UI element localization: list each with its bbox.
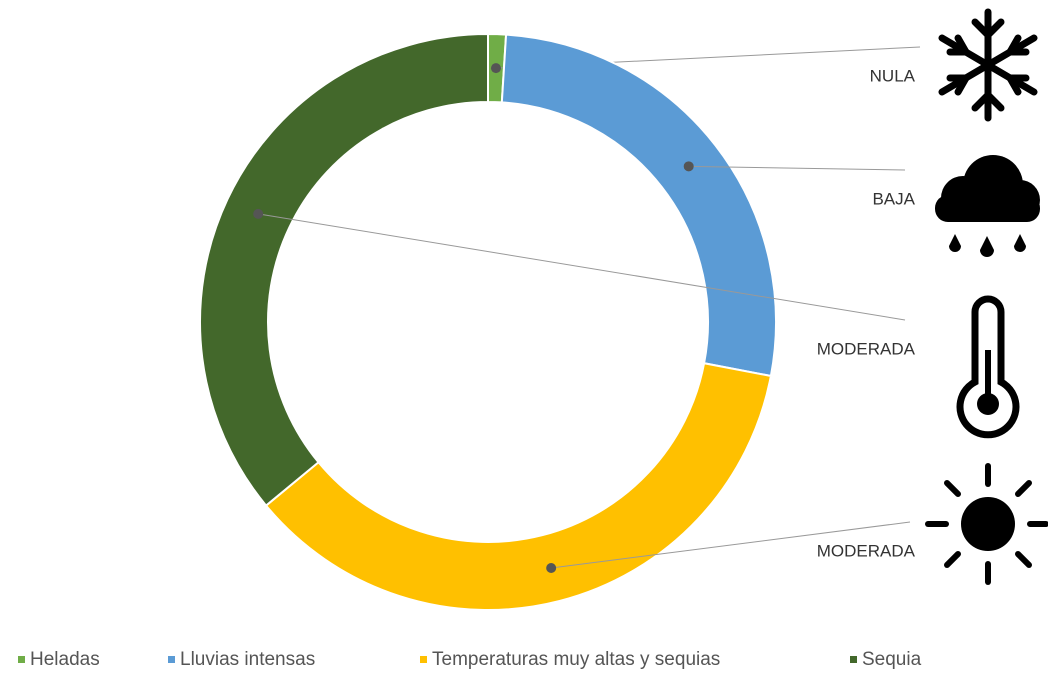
legend-label: Lluvias intensas — [180, 649, 315, 670]
donut-segment — [500, 33, 777, 378]
annotation: NULA — [870, 66, 916, 85]
icons — [925, 8, 1048, 585]
legend-label: Sequia — [862, 649, 922, 670]
annotation: MODERADA — [817, 339, 916, 358]
leader-dot — [490, 63, 501, 74]
annotation: MODERADA — [817, 541, 916, 560]
legend-marker — [168, 656, 175, 663]
leader-line — [258, 213, 906, 321]
cloud-icon — [935, 155, 1040, 257]
donut-segment — [264, 362, 773, 611]
snowflake-icon — [938, 8, 1038, 122]
leader-line — [688, 165, 906, 171]
leader-line — [551, 521, 911, 569]
leader-dot — [683, 161, 694, 172]
sun-icon — [925, 463, 1048, 585]
thermometer-icon — [956, 295, 1020, 439]
legend-marker — [18, 656, 25, 663]
annotation: BAJA — [872, 189, 915, 208]
leader-dot — [253, 208, 264, 219]
donut-segment — [199, 32, 489, 507]
legend-marker — [850, 656, 857, 663]
legend-marker — [420, 656, 427, 663]
legend-label: Heladas — [30, 649, 100, 670]
leader-dot — [546, 563, 557, 574]
legend-label: Temperaturas muy altas y sequias — [432, 649, 720, 670]
